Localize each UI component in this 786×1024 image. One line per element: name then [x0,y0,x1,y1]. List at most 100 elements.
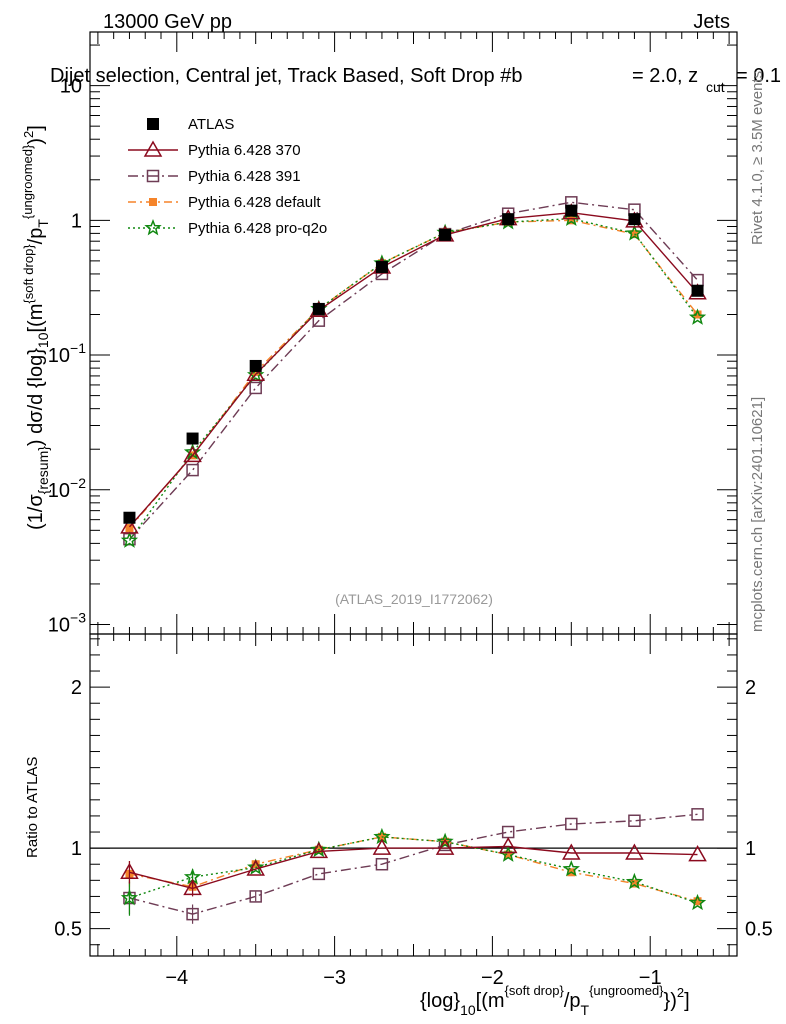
data-point-atlas [375,261,388,274]
data-point-p370 [246,364,265,382]
legend-marker-atlas [147,118,159,130]
legend-label-pdefault: Pythia 6.428 default [188,194,321,211]
main-series [120,196,707,548]
data-point-atlas [502,213,515,226]
ratio-point-p370 [372,838,392,855]
data-point-atlas [312,302,325,315]
ratio-point-p391 [565,817,578,831]
ratio-y-tick-label: 2 [71,677,82,699]
series-line-p391 [128,201,699,540]
plot-title-beta: = 2.0, z [632,65,698,87]
analysis-ref: (ATLAS_2019_I1772062) [335,591,493,607]
ratio-point-p391 [375,857,389,871]
data-point-atlas [249,359,262,372]
xlabel: {log}10[(m{soft drop}/pT{ungroomed}})2] [420,983,690,1018]
legend-label-p370: Pythia 6.428 370 [188,142,301,159]
data-point-atlas [691,284,704,297]
ratio-point-pq2o [247,858,265,875]
legend-marker-pq2o [144,218,162,236]
y-tick-label: 10−2 [48,475,86,502]
ratio-point-pq2o [120,888,139,906]
data-point-atlas [628,213,641,226]
legend: ATLAS Pythia 6.428 370 Pythia 6.428 391 Pyt… [128,116,327,237]
header-right: Jets [693,11,730,33]
ratio-point-p370 [309,841,329,859]
ratio-panel-frame [89,633,738,957]
legend-label-pq2o: Pythia 6.428 pro-q2o [188,220,327,237]
ratio-point-p370 [183,878,202,896]
rivet-label: Rivet 4.1.0, ≥ 3.5M events [749,71,766,245]
data-point-atlas [123,511,136,524]
data-point-pdefault [567,216,576,225]
ratio-ylabel: Ratio to ATLAS [24,757,41,858]
plot-title-zcut-val: = 0.1 [736,65,781,87]
ratio-y-tick-label-right: 0.5 [745,919,773,941]
ratio-point-p370 [562,843,581,860]
ratio-y-tick-label-right: 1 [745,838,756,860]
data-point-pq2o [625,224,644,241]
series-line-pq2o [128,217,699,541]
ratio-y-tick-label-right: 2 [745,677,756,699]
ratio-point-pdefault [441,837,450,846]
ratio-point-p370 [435,838,455,855]
ratio-point-pdefault [693,897,702,906]
ratio-point-pq2o [688,893,707,911]
legend-label-p391: Pythia 6.428 391 [188,168,301,185]
ratio-point-p370 [688,845,707,862]
y-tick-label: 10 [60,76,82,98]
ratio-series [120,808,707,924]
x-tick-label: −1 [639,967,662,989]
data-point-atlas [565,204,578,217]
plot-title: Dijet selection, Central jet, Track Base… [50,65,522,87]
ratio-point-p391 [249,890,262,903]
data-point-pq2o [246,366,265,383]
ratio-point-pq2o [436,832,454,850]
ratio-point-p370 [120,862,139,880]
ratio-point-p391 [628,814,641,828]
main-ylabel: (1/σ{resum}) dσ/d {log}10[(m{soft drop}/… [20,125,51,530]
ratio-y-tick-label: 1 [71,838,82,860]
data-point-pq2o [688,308,707,325]
data-point-p370 [120,517,139,534]
data-point-pdefault [125,524,134,533]
ratio-y-tick-label: 0.5 [54,919,82,941]
x-tick-label: −3 [323,967,346,989]
legend-marker-p391 [146,169,160,183]
ratio-point-pq2o [562,860,580,877]
data-point-atlas [186,432,199,445]
mcplots-label: mcplots.cern.ch [arXiv:2401.10621] [749,397,766,632]
ratio-point-pdefault [504,850,513,859]
data-point-p391 [312,314,326,327]
series-line-p370 [128,211,699,528]
legend-label-atlas: ATLAS [188,116,234,133]
y-tick-label: 1 [71,210,82,232]
data-point-p391 [186,463,199,477]
legend-marker-pdefault [149,198,157,206]
ratio-point-pq2o [625,872,644,890]
data-point-pdefault [693,310,702,319]
ratio-point-p370 [498,837,518,854]
ratio-point-p391 [312,867,326,881]
x-tick-label: −2 [481,967,504,989]
x-tick-label: −4 [165,967,188,989]
ratio-point-p370 [246,859,265,876]
header-left: 13000 GeV pp [103,11,232,33]
ratio-point-pq2o [310,840,328,858]
data-point-pq2o [120,531,139,548]
data-point-p370 [183,445,202,463]
ratio-axes: −4 −3 −2 −1 0.5 0.5 1 1 2 2 [54,634,773,989]
ratio-point-pdefault [630,879,639,888]
plot-title-zcut-sub: cut [706,79,725,95]
ratio-line-p391 [129,813,698,915]
main-axes: 10−3 10−2 10−1 1 10 [48,32,737,636]
y-tick-label: 10−1 [48,340,86,367]
ratio-line-pq2o [129,836,698,904]
data-point-atlas [439,228,452,241]
legend-marker-p370 [143,140,163,157]
y-tick-label: 10−3 [48,609,86,636]
ratio-point-p391 [691,808,704,821]
series-line-pdefault [128,219,699,529]
ratio-line-p370 [129,845,698,890]
svg-text:{log}10[(m{soft drop}/pT{ungro: {log}10[(m{soft drop}/pT{ungroomed}})2] [420,983,690,1018]
